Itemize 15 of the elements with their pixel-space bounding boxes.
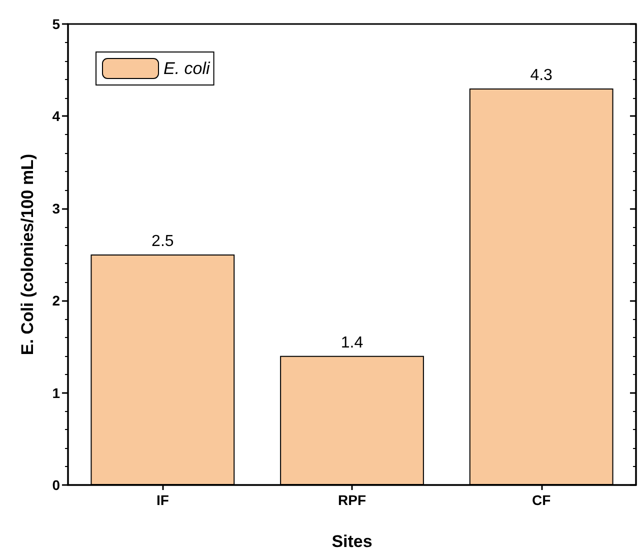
y-tick-label: 1 xyxy=(52,384,60,401)
y-tick-label: 4 xyxy=(52,108,60,124)
data-label: 4.3 xyxy=(530,67,553,84)
x-tick-label: CF xyxy=(532,492,552,508)
x-tick-label: IF xyxy=(156,492,170,508)
y-tick-label: 3 xyxy=(52,200,60,216)
legend-label: E. coli xyxy=(164,59,212,78)
y-axis-title: E. Coli (colonies/100 mL) xyxy=(18,154,37,356)
data-label: 2.5 xyxy=(152,233,174,250)
data-label: 1.4 xyxy=(340,334,364,352)
y-tick-label: 5 xyxy=(52,16,60,32)
y-tick-label: 2 xyxy=(52,292,60,309)
x-tick-label: RPF xyxy=(338,492,366,508)
x-axis-title: Sites xyxy=(332,532,372,551)
y-tick-label: 0 xyxy=(52,477,60,493)
